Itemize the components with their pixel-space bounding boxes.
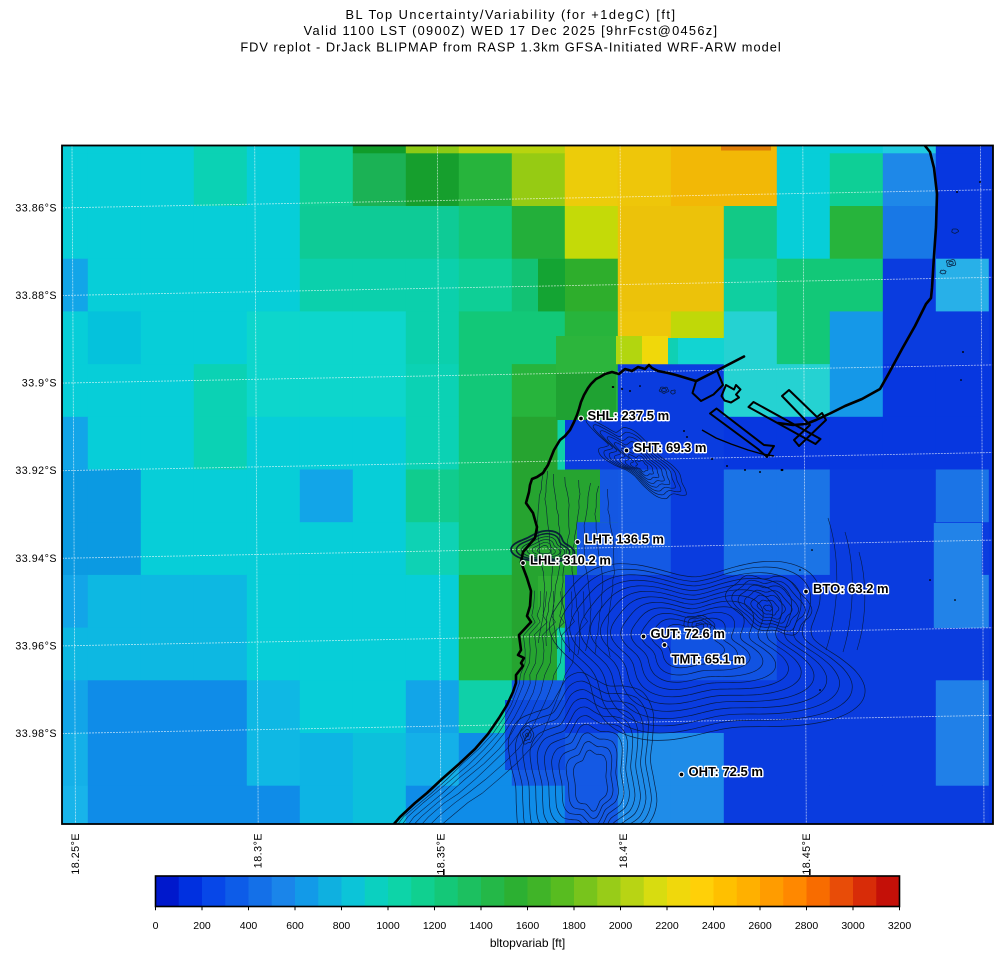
svg-text:1000: 1000 xyxy=(376,920,400,932)
svg-text:2400: 2400 xyxy=(702,920,726,932)
svg-text:OHT: 72.5 m: OHT: 72.5 m xyxy=(689,764,763,779)
svg-text:3000: 3000 xyxy=(841,920,865,932)
svg-text:LHT: 136.5 m: LHT: 136.5 m xyxy=(585,532,664,547)
svg-text:1800: 1800 xyxy=(562,920,586,932)
svg-text:800: 800 xyxy=(333,920,351,932)
svg-text:GUT: 72.6 m: GUT: 72.6 m xyxy=(651,626,725,641)
svg-text:FDV replot - DrJack BLIPMAP fr: FDV replot - DrJack BLIPMAP from RASP 1.… xyxy=(240,40,781,55)
svg-text:SHL: 237.5 m: SHL: 237.5 m xyxy=(588,408,670,423)
svg-text:2600: 2600 xyxy=(748,920,772,932)
svg-text:18.4°E: 18.4°E xyxy=(618,833,630,868)
svg-text:18.25°E: 18.25°E xyxy=(70,833,82,875)
svg-text:33.98°S: 33.98°S xyxy=(15,728,57,740)
svg-text:2200: 2200 xyxy=(655,920,679,932)
svg-text:400: 400 xyxy=(240,920,258,932)
svg-text:BTO: 63.2 m: BTO: 63.2 m xyxy=(813,581,889,596)
svg-text:600: 600 xyxy=(286,920,304,932)
svg-text:0: 0 xyxy=(153,920,159,932)
svg-text:33.96°S: 33.96°S xyxy=(15,640,57,652)
svg-text:1600: 1600 xyxy=(516,920,540,932)
svg-text:1200: 1200 xyxy=(423,920,447,932)
svg-text:1400: 1400 xyxy=(469,920,493,932)
svg-text:2000: 2000 xyxy=(609,920,633,932)
svg-text:SHT: 69.3 m: SHT: 69.3 m xyxy=(634,440,707,455)
svg-text:200: 200 xyxy=(193,920,211,932)
svg-text:18.3°E: 18.3°E xyxy=(253,833,265,868)
svg-text:33.94°S: 33.94°S xyxy=(15,553,57,565)
svg-text:33.9°S: 33.9°S xyxy=(22,378,57,390)
svg-text:3200: 3200 xyxy=(888,920,912,932)
svg-text:Valid 1100 LST (0900Z) WED 17: Valid 1100 LST (0900Z) WED 17 Dec 2025 [… xyxy=(304,23,719,38)
svg-text:33.86°S: 33.86°S xyxy=(15,202,57,214)
svg-text:18.35°E: 18.35°E xyxy=(435,833,447,875)
svg-text:33.88°S: 33.88°S xyxy=(15,290,57,302)
svg-text:bltopvariab [ft]: bltopvariab [ft] xyxy=(490,936,565,950)
svg-text:BL Top Uncertainty/Variability: BL Top Uncertainty/Variability (for +1de… xyxy=(345,7,676,22)
svg-text:18.45°E: 18.45°E xyxy=(801,833,813,875)
svg-text:33.92°S: 33.92°S xyxy=(15,465,57,477)
svg-text:2800: 2800 xyxy=(795,920,819,932)
svg-text:TMT: 65.1 m: TMT: 65.1 m xyxy=(672,652,746,667)
svg-text:LHL: 310.2 m: LHL: 310.2 m xyxy=(530,553,611,568)
